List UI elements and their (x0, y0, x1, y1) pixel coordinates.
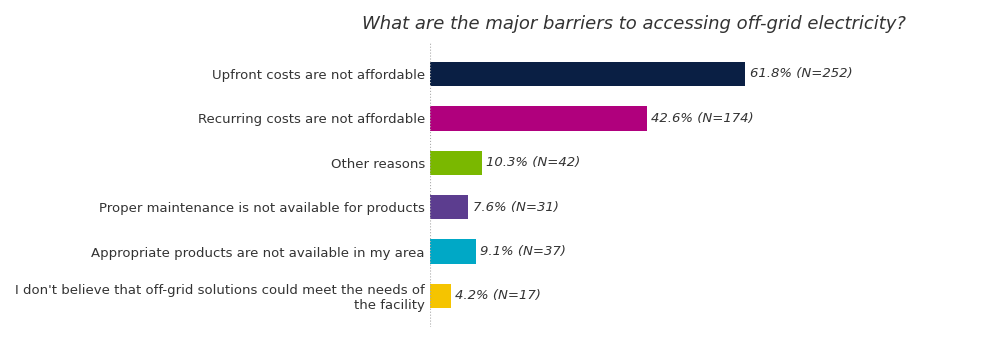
Bar (430, 62, 746, 86)
Bar (430, 239, 476, 264)
Text: 61.8% (N=252): 61.8% (N=252) (749, 67, 852, 80)
Bar (430, 106, 647, 131)
Text: 42.6% (N=174): 42.6% (N=174) (651, 112, 754, 125)
Text: 9.1% (N=37): 9.1% (N=37) (481, 245, 566, 258)
Text: 7.6% (N=31): 7.6% (N=31) (473, 201, 558, 214)
Text: 4.2% (N=17): 4.2% (N=17) (455, 289, 542, 302)
Text: 10.3% (N=42): 10.3% (N=42) (487, 156, 581, 169)
Bar (430, 195, 469, 219)
Title: What are the major barriers to accessing off-grid electricity?: What are the major barriers to accessing… (362, 15, 906, 33)
Bar (430, 284, 451, 308)
Bar (430, 150, 483, 175)
